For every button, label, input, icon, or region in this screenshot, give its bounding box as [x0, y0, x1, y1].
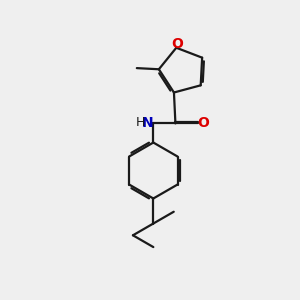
- Text: O: O: [171, 37, 183, 51]
- Text: O: O: [197, 116, 209, 130]
- Text: N: N: [142, 116, 154, 130]
- Text: H: H: [135, 116, 145, 129]
